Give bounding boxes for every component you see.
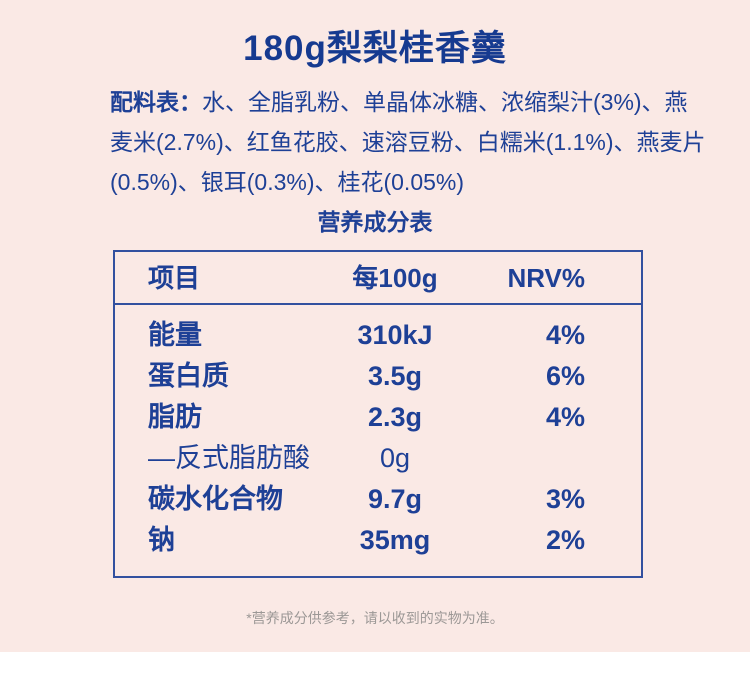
cell-item: 蛋白质 <box>148 361 229 391</box>
cell-nrv: 4% <box>545 320 585 350</box>
ingredients-line-2: 麦米(2.7%)、红鱼花胶、速溶豆粉、白糯米(1.1%)、燕麦片 <box>110 129 706 155</box>
table-body: 能量 310kJ 4% 蛋白质 3.5g 6% 脂肪 2.3g 4% —反式脂肪… <box>115 305 641 561</box>
cell-nrv: 3% <box>545 484 585 514</box>
cell-item: 能量 <box>148 320 202 350</box>
cell-item: —反式脂肪酸 <box>148 443 310 473</box>
cell-item: 碳水化合物 <box>148 484 283 514</box>
header-per100g-column: 每100g <box>352 263 438 293</box>
cell-per100g: 310kJ <box>357 320 433 350</box>
table-row-fat: 脂肪 2.3g 4% <box>115 397 641 438</box>
cell-per100g: 2.3g <box>367 402 423 432</box>
page-title: 180g梨梨桂香羹 <box>243 29 507 68</box>
table-row-trans-fat: —反式脂肪酸 0g <box>115 438 641 479</box>
ingredients-line-3: (0.5%)、银耳(0.3%)、桂花(0.05%) <box>110 169 465 195</box>
ingredients-text: 水、全脂乳粉、单晶体冰糖、浓缩梨汁(3%)、燕 <box>202 89 688 115</box>
cell-item: 脂肪 <box>148 402 202 432</box>
table-row-carbohydrate: 碳水化合物 9.7g 3% <box>115 479 641 520</box>
header-item-column: 项目 <box>148 263 201 293</box>
ingredients-label: 配料表： <box>110 89 202 115</box>
pink-label-panel: 180g梨梨桂香羹 配料表：水、全脂乳粉、单晶体冰糖、浓缩梨汁(3%)、燕 麦米… <box>0 0 750 652</box>
header-nrv-column: NRV% <box>507 263 585 293</box>
cell-nrv: 6% <box>545 361 585 391</box>
nutrition-table: 项目 每100g NRV% 能量 310kJ 4% 蛋白质 3.5g 6% 脂肪… <box>113 250 643 578</box>
nutrition-section-title: 营养成分表 <box>317 209 433 235</box>
table-header-row: 项目 每100g NRV% <box>115 252 641 305</box>
ingredients-line-1: 配料表：水、全脂乳粉、单晶体冰糖、浓缩梨汁(3%)、燕 <box>110 82 688 122</box>
cell-per100g: 3.5g <box>367 361 423 391</box>
cell-per100g: 35mg <box>359 525 431 555</box>
table-row-energy: 能量 310kJ 4% <box>115 315 641 356</box>
cell-nrv: 2% <box>545 525 585 555</box>
cell-per100g: 9.7g <box>367 484 423 514</box>
cell-per100g: 0g <box>379 443 411 473</box>
cell-nrv: 4% <box>545 402 585 432</box>
cell-item: 钠 <box>148 525 175 555</box>
disclaimer-footnote: *营养成分供参考，请以收到的实物为准。 <box>246 610 504 626</box>
table-row-sodium: 钠 35mg 2% <box>115 520 641 561</box>
table-row-protein: 蛋白质 3.5g 6% <box>115 356 641 397</box>
ingredients-paragraph: 配料表：水、全脂乳粉、单晶体冰糖、浓缩梨汁(3%)、燕 麦米(2.7%)、红鱼花… <box>110 82 706 202</box>
